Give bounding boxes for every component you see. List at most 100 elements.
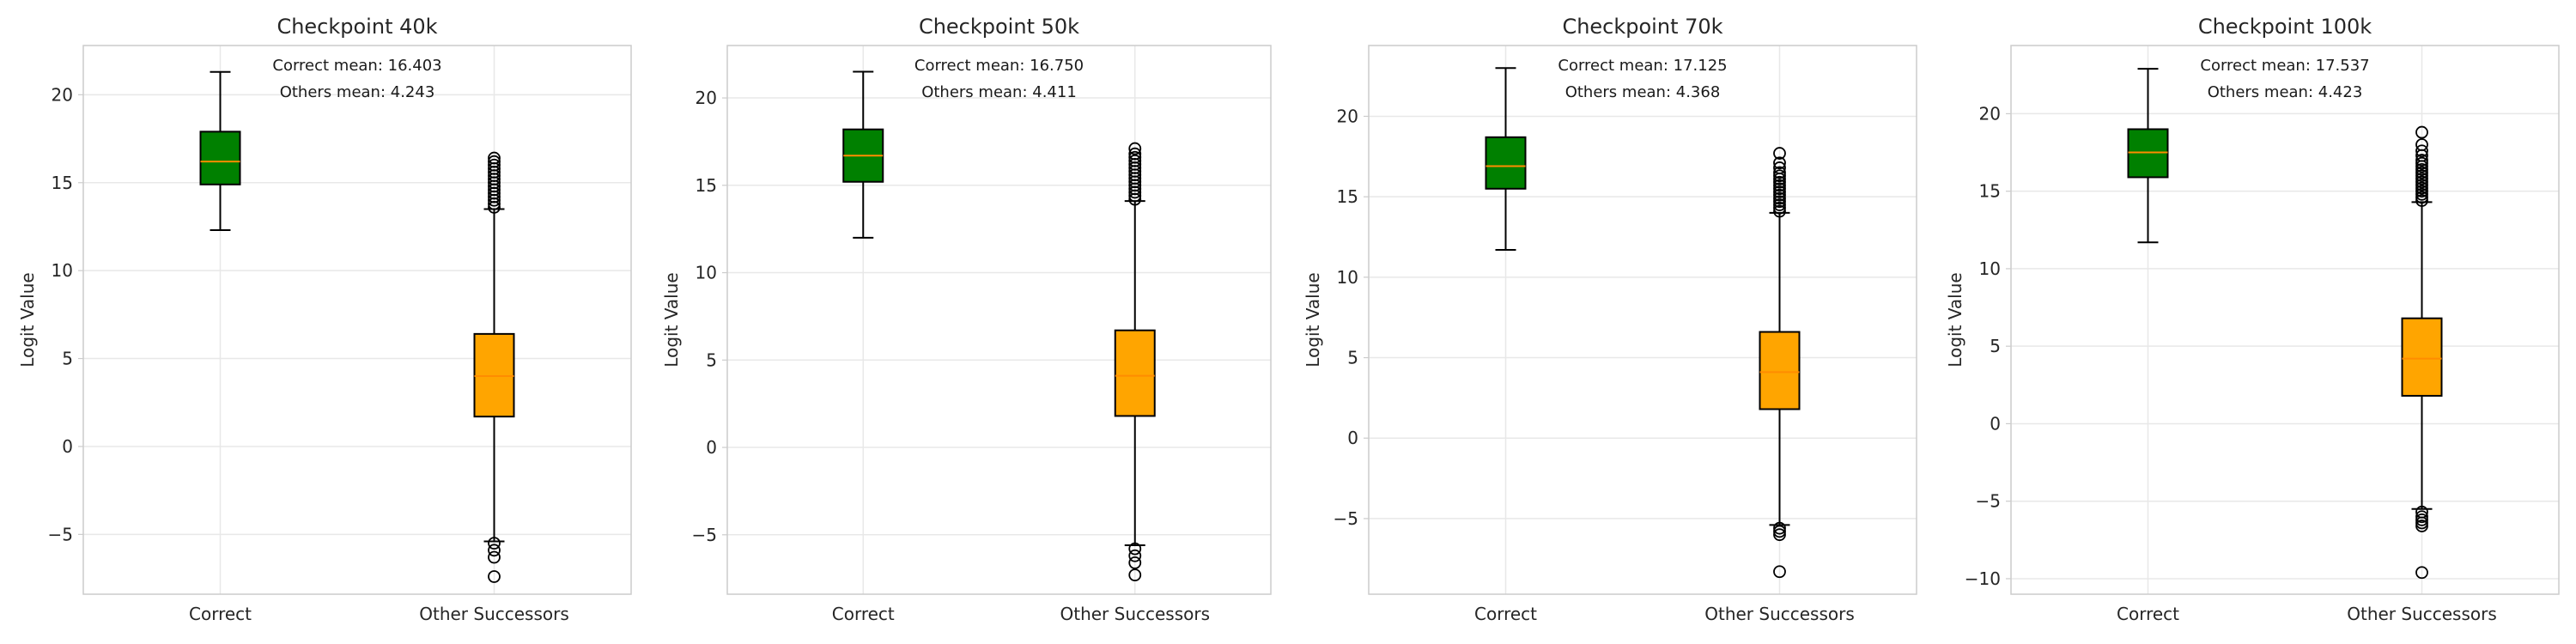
y-tick-label: 0 [62, 436, 73, 457]
y-axis-label: Logit Value [17, 272, 38, 367]
x-tick-label: Other Successors [419, 604, 569, 624]
outlier-point [1128, 150, 1142, 164]
y-tick-label: 15 [696, 175, 717, 196]
outlier-point [1128, 568, 1142, 582]
outlier-point [2415, 175, 2428, 189]
y-tick-label: −5 [1976, 491, 2001, 512]
outlier-point [1773, 161, 1786, 174]
y-tick-label: 5 [706, 349, 717, 370]
y-tick-label: 10 [52, 260, 73, 281]
y-axis-label: Logit Value [1945, 272, 1965, 367]
y-tick-label: 0 [1347, 428, 1358, 448]
outlier-point [2415, 125, 2428, 139]
iqr-box [199, 131, 241, 185]
box-correct [842, 70, 884, 239]
y-tick-label: −5 [48, 524, 73, 544]
iqr-box [2401, 317, 2443, 397]
outlier-point [1128, 542, 1142, 556]
outlier-point [1773, 201, 1786, 215]
y-tick-label: 0 [1990, 413, 2001, 434]
outlier-point [1773, 525, 1786, 538]
outlier-point [2415, 181, 2428, 195]
others-mean-annotation: Others mean: 4.368 [1565, 83, 1721, 101]
outlier-point [2415, 179, 2428, 191]
y-tick-label: 20 [1337, 106, 1358, 126]
outlier-point [2415, 144, 2428, 158]
outlier-point [2415, 185, 2428, 198]
y-tick-label: 20 [52, 84, 73, 105]
plot-frame [82, 45, 632, 595]
outlier-point [488, 550, 501, 564]
chart-panel-1: −5 0 5 10 15 20 Correct Other Successors Logit V… [17, 15, 632, 624]
outlier-point [1773, 175, 1786, 189]
y-tick-label: 20 [696, 88, 717, 108]
outlier-point [1773, 147, 1786, 160]
outlier-point [2415, 516, 2428, 530]
x-tick-label: Correct [832, 604, 895, 624]
outlier-point [2415, 510, 2428, 524]
outlier-point [2415, 191, 2428, 204]
y-tick-label: 10 [1337, 267, 1358, 288]
outlier-point [488, 544, 501, 557]
outlier-point [2415, 138, 2428, 151]
outlier-point [488, 158, 501, 172]
outlier-point [2415, 163, 2428, 176]
outlier-point [1773, 195, 1786, 209]
y-tick-label: 20 [1979, 103, 2001, 124]
y-tick-label: 15 [1979, 181, 2001, 202]
outlier-point [1773, 169, 1786, 183]
chart-title: Checkpoint 70k [1562, 15, 1722, 39]
outlier-point [1128, 154, 1142, 167]
outlier-point [2415, 169, 2428, 183]
outlier-point [2415, 513, 2428, 526]
outlier-point [2415, 156, 2428, 170]
chart-title: Checkpoint 50k [919, 15, 1079, 39]
iqr-box [1485, 136, 1527, 190]
outlier-point [488, 151, 501, 165]
y-axis-label: Logit Value [1303, 272, 1323, 367]
y-tick-label: −10 [1965, 568, 2001, 589]
outlier-point [1128, 142, 1142, 155]
outlier-point [1128, 556, 1142, 569]
box-other-successors [1114, 142, 1156, 582]
y-tick-label: 10 [696, 263, 717, 283]
outlier-point [1773, 565, 1786, 579]
outlier-point [488, 155, 501, 168]
box-correct [2127, 68, 2169, 244]
outlier-point [1773, 185, 1786, 198]
outlier-point [1773, 166, 1786, 179]
chart-panel-2: −5 0 5 10 15 20 Correct Other Successors Logit V… [661, 15, 1272, 624]
outlier-point [1773, 191, 1786, 205]
outlier-point [1773, 188, 1786, 202]
box-other-successors [2401, 125, 2443, 580]
outlier-point [1773, 528, 1786, 542]
x-tick-label: Correct [189, 604, 252, 624]
outlier-point [2415, 194, 2428, 207]
outlier-point [2415, 519, 2428, 532]
outlier-point [488, 570, 501, 583]
chart-title: Checkpoint 100k [2198, 15, 2372, 39]
box-other-successors [1759, 147, 1801, 579]
outlier-point [2415, 566, 2428, 580]
plot-frame [1368, 45, 1917, 595]
chart-panel-3: −5 0 5 10 15 20 Correct Other Successors Logit V… [1303, 15, 1917, 624]
x-tick-label: Correct [2117, 604, 2179, 624]
y-tick-label: 5 [1347, 348, 1358, 368]
chart-title: Checkpoint 40k [276, 15, 437, 39]
x-tick-label: Correct [1474, 604, 1537, 624]
iqr-box [1114, 329, 1156, 417]
others-mean-annotation: Others mean: 4.243 [280, 83, 435, 101]
y-tick-label: 5 [62, 349, 73, 369]
iqr-box [473, 332, 515, 418]
outlier-point [1773, 182, 1786, 196]
outlier-point [1128, 147, 1142, 161]
box-correct [1485, 67, 1527, 251]
chart-panel-4: −10 −5 0 5 10 15 20 Correct Other Successors Logi… [1945, 15, 2560, 624]
outlier-point [488, 537, 501, 550]
box-correct [199, 70, 241, 232]
x-tick-label: Other Successors [1060, 604, 1210, 624]
correct-mean-annotation: Correct mean: 17.537 [2200, 57, 2369, 75]
x-tick-label: Other Successors [1704, 604, 1855, 624]
outlier-point [2415, 172, 2428, 185]
